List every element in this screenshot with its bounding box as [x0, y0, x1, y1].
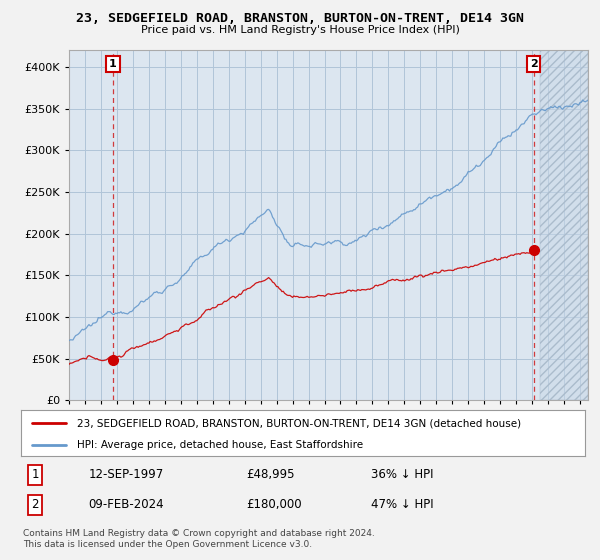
Text: 09-FEB-2024: 09-FEB-2024: [89, 498, 164, 511]
Text: £180,000: £180,000: [247, 498, 302, 511]
Text: 2: 2: [31, 498, 39, 511]
Text: 23, SEDGEFIELD ROAD, BRANSTON, BURTON-ON-TRENT, DE14 3GN: 23, SEDGEFIELD ROAD, BRANSTON, BURTON-ON…: [76, 12, 524, 25]
Text: HPI: Average price, detached house, East Staffordshire: HPI: Average price, detached house, East…: [77, 440, 364, 450]
Text: Contains HM Land Registry data © Crown copyright and database right 2024.
This d: Contains HM Land Registry data © Crown c…: [23, 529, 374, 549]
Text: 1: 1: [31, 468, 39, 481]
Text: 36% ↓ HPI: 36% ↓ HPI: [371, 468, 433, 481]
Text: 23, SEDGEFIELD ROAD, BRANSTON, BURTON-ON-TRENT, DE14 3GN (detached house): 23, SEDGEFIELD ROAD, BRANSTON, BURTON-ON…: [77, 418, 521, 428]
Text: 2: 2: [530, 59, 538, 69]
Text: 1: 1: [109, 59, 117, 69]
Bar: [540, 50, 588, 400]
Text: 47% ↓ HPI: 47% ↓ HPI: [371, 498, 433, 511]
Bar: [540, 50, 588, 400]
Text: 12-SEP-1997: 12-SEP-1997: [89, 468, 164, 481]
Text: £48,995: £48,995: [247, 468, 295, 481]
Text: Price paid vs. HM Land Registry's House Price Index (HPI): Price paid vs. HM Land Registry's House …: [140, 25, 460, 35]
